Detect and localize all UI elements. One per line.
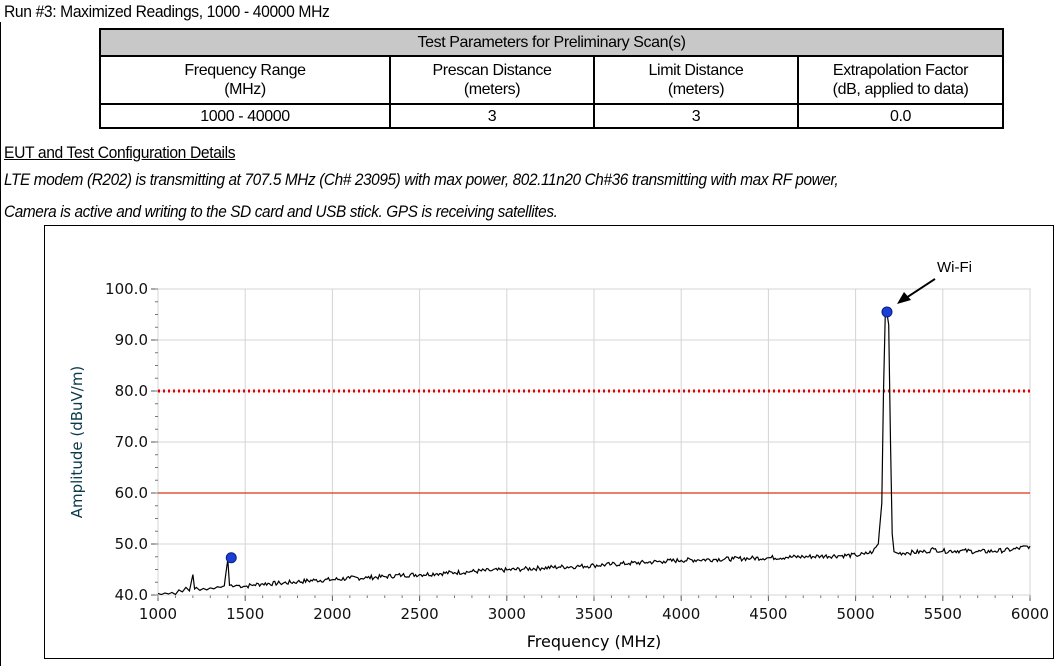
x-tick-label: 1000 <box>139 605 177 623</box>
y-axis-title: Amplitude (dBuV/m) <box>68 366 86 519</box>
col-limit-distance-header: Limit Distance (meters) <box>593 55 799 105</box>
y-tick-label: 70.0 <box>115 433 148 451</box>
config-description-line-1: LTE modem (R202) is transmitting at 707.… <box>4 171 839 189</box>
col-extrapolation-factor-header: Extrapolation Factor (dB, applied to data… <box>796 55 1005 105</box>
extrapolation-factor-value: 0.0 <box>796 103 1005 129</box>
y-tick-label: 40.0 <box>115 586 148 604</box>
col-label: Limit Distance <box>648 62 744 79</box>
run-title: Run #3: Maximized Readings, 1000 - 40000… <box>4 2 330 21</box>
y-tick-label: 80.0 <box>115 382 148 400</box>
col-label: Frequency Range <box>184 62 306 79</box>
x-tick-label: 5500 <box>924 605 962 623</box>
col-prescan-distance-header: Prescan Distance (meters) <box>389 55 595 105</box>
col-unit: (dB, applied to data) <box>832 81 969 98</box>
col-unit: (meters) <box>463 81 521 98</box>
annotation-label: Wi-Fi <box>937 259 972 276</box>
frequency-range-value: 1000 - 40000 <box>99 103 391 129</box>
y-tick-label: 50.0 <box>115 535 148 553</box>
prescan-distance-value: 3 <box>389 103 595 129</box>
col-label: Extrapolation Factor <box>832 62 969 79</box>
annotation-arrow-shaft <box>902 278 936 301</box>
test-parameters-table: Test Parameters for Preliminary Scan(s) … <box>98 28 1005 129</box>
col-unit: (meters) <box>667 81 725 98</box>
y-tick-label: 100.0 <box>105 280 148 298</box>
y-tick-label: 90.0 <box>115 331 148 349</box>
x-tick-label: 3500 <box>575 605 613 623</box>
col-label: Prescan Distance <box>432 62 552 79</box>
annotation-arrowhead <box>896 291 911 304</box>
series-line <box>157 311 1031 596</box>
y-tick-label: 60.0 <box>115 484 148 502</box>
x-tick-label: 4000 <box>662 605 700 623</box>
x-tick-label: 2500 <box>401 605 439 623</box>
limit-distance-value: 3 <box>593 103 799 129</box>
eut-config-heading: EUT and Test Configuration Details <box>4 143 236 162</box>
x-tick-label: 2000 <box>313 605 351 623</box>
x-tick-label: 1500 <box>226 605 264 623</box>
x-tick-label: 5000 <box>837 605 875 623</box>
x-tick-label: 4500 <box>749 605 787 623</box>
x-tick-label: 3000 <box>488 605 526 623</box>
chart-frame <box>44 225 1054 659</box>
col-unit: (MHz) <box>224 81 266 98</box>
config-description-line-2: Camera is active and writing to the SD c… <box>4 203 558 221</box>
x-axis-title: Frequency (MHz) <box>527 632 661 651</box>
col-frequency-range-header: Frequency Range (MHz) <box>99 55 391 105</box>
x-tick-label: 6000 <box>1011 605 1049 623</box>
peak-marker <box>881 306 893 318</box>
amplitude-frequency-chart: 1000 1500 2000 2500 3000 3500 4000 4500 5000 5500… <box>68 259 1049 651</box>
left-border-rule <box>0 22 1 666</box>
peak-marker <box>225 552 237 564</box>
table-header: Test Parameters for Preliminary Scan(s) <box>98 28 1005 57</box>
